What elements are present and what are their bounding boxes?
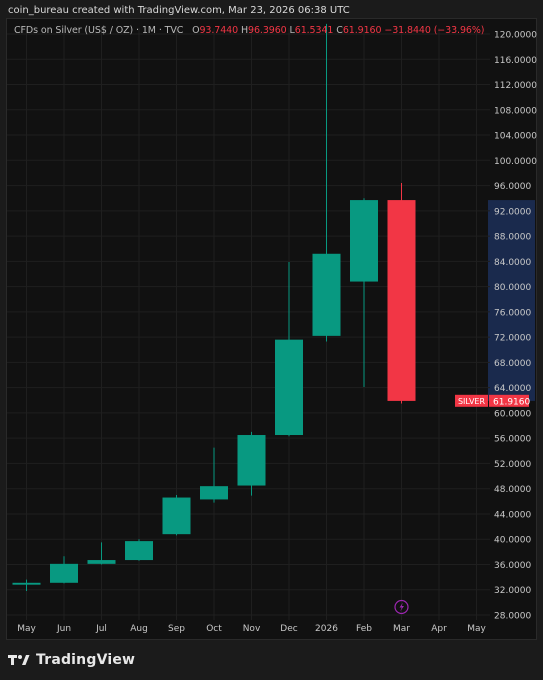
candle-body[interactable] <box>125 541 153 561</box>
y-tick-label: 92.0000 <box>494 207 531 217</box>
legend-high-value: 96.3960 <box>248 25 287 36</box>
y-tick-label: 56.0000 <box>494 435 531 445</box>
candle-body[interactable] <box>162 497 191 535</box>
tradingview-brand[interactable]: TradingView <box>36 652 136 668</box>
x-tick-label: 2026 <box>315 624 338 634</box>
x-tick-label: Feb <box>356 624 372 634</box>
y-tick-label: 60.0000 <box>494 409 531 419</box>
legend-high-label: H <box>240 25 249 36</box>
candle-body[interactable] <box>12 582 41 585</box>
x-tick-label: Aug <box>130 624 148 634</box>
candlestick-chart[interactable]: 28.0000 32.0000 36.0000 40.0000 44.0000 48.00… <box>0 0 543 640</box>
y-tick-label: 32.0000 <box>494 586 531 596</box>
attribution-bar: coin_bureau created with TradingView.com… <box>0 0 543 20</box>
y-tick-label: 112.0000 <box>494 81 537 91</box>
y-tick-label: 80.0000 <box>494 283 531 293</box>
legend-close-value: 61.9160 <box>342 25 382 36</box>
tradingview-logo-icon[interactable] <box>8 653 30 667</box>
x-tick-label: Oct <box>206 624 222 634</box>
price-tag-value: 61.9160 <box>493 397 530 407</box>
price-range-highlight <box>488 200 535 401</box>
legend-low-value: 61.5341 <box>294 25 334 36</box>
x-tick-label: Jun <box>56 624 71 634</box>
event-marker-icon[interactable] <box>394 599 409 615</box>
lightning-icon <box>399 602 404 612</box>
chart-panel[interactable] <box>6 18 537 640</box>
y-tick-label: 104.0000 <box>494 132 537 142</box>
x-tick-label: Apr <box>431 624 447 634</box>
candle-body[interactable] <box>275 339 303 436</box>
symbol-legend: CFDs on Silver (US$ / OZ) · 1M · TVC O93… <box>14 25 484 36</box>
x-tick-label: Dec <box>280 624 297 634</box>
price-tag-name: SILVER <box>458 397 486 406</box>
candle-body[interactable] <box>237 435 266 486</box>
legend-open-value: 93.7440 <box>199 25 239 36</box>
attribution-text: coin_bureau created with TradingView.com… <box>8 4 350 16</box>
y-tick-label: 44.0000 <box>494 510 531 520</box>
x-tick-label: May <box>467 624 486 634</box>
legend-symbol: CFDs on Silver (US$ / OZ) · 1M · TVC <box>14 25 184 36</box>
y-tick-label: 52.0000 <box>494 460 531 470</box>
candle-body[interactable] <box>312 253 341 336</box>
y-tick-label: 88.0000 <box>494 233 531 243</box>
y-tick-label: 84.0000 <box>494 258 531 268</box>
x-tick-label: Mar <box>393 624 410 634</box>
y-tick-label: 100.0000 <box>494 157 537 167</box>
price-tag-value-box <box>489 394 529 407</box>
candle-body[interactable] <box>350 200 378 282</box>
y-tick-label: 120.0000 <box>494 31 537 41</box>
y-tick-label: 48.0000 <box>494 485 531 495</box>
y-tick-label: 72.0000 <box>494 334 531 344</box>
y-tick-label: 64.0000 <box>494 384 531 394</box>
price-tag-name-box <box>455 394 488 407</box>
y-tick-label: 28.0000 <box>494 612 531 622</box>
candle-body[interactable] <box>200 486 228 500</box>
y-tick-label: 116.0000 <box>494 56 537 66</box>
footer: TradingView <box>0 640 543 680</box>
y-tick-label: 108.0000 <box>494 106 537 116</box>
legend-change: −31.8440 (−33.96%) <box>384 25 485 36</box>
y-tick-label: 96.0000 <box>494 182 531 192</box>
y-tick-label: 76.0000 <box>494 308 531 318</box>
y-tick-label: 40.0000 <box>494 536 531 546</box>
y-tick-label: 68.0000 <box>494 359 531 369</box>
legend-close-label: C <box>336 25 343 36</box>
legend-open-label: O <box>192 25 200 36</box>
x-tick-label: Nov <box>243 624 261 634</box>
x-tick-label: Sep <box>168 624 185 634</box>
y-tick-label: 36.0000 <box>494 561 531 571</box>
candle-body[interactable] <box>387 200 416 401</box>
x-tick-label: May <box>17 624 36 634</box>
candle-body[interactable] <box>87 560 116 564</box>
candle-body[interactable] <box>50 563 78 583</box>
legend-low-label: L <box>289 25 295 36</box>
x-tick-label: Jul <box>95 624 107 634</box>
